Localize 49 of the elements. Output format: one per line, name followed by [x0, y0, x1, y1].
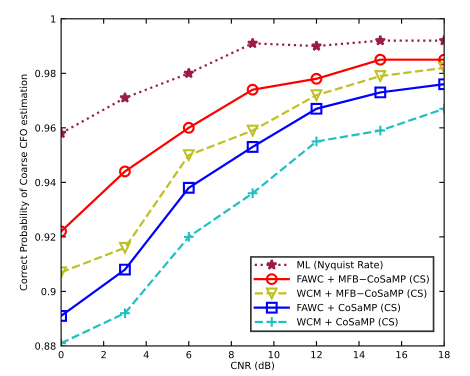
point: [182, 122, 195, 134]
point: [374, 70, 386, 82]
x-tick-label: 0: [58, 350, 64, 358]
point: [310, 102, 322, 115]
point: [310, 136, 322, 148]
x-axis-title: CNR (dB): [231, 362, 274, 370]
x-tick-label: 10: [268, 350, 280, 358]
x-tick-label: 2: [101, 350, 106, 358]
point: [310, 40, 322, 52]
point: [374, 86, 386, 98]
point: [119, 307, 131, 320]
point: [374, 54, 386, 66]
point: [119, 166, 131, 178]
x-tick-label: 12: [311, 350, 322, 358]
x-tick-label: 8: [228, 350, 234, 358]
y-axis-title: Correct Probability of Coarse CFO estimation: [20, 74, 30, 290]
point: [182, 182, 195, 194]
point: [246, 187, 259, 200]
x-tick-label: 14: [354, 351, 365, 358]
point: [374, 34, 386, 46]
legend-label: WCM + MFB−CoSaMP (CS): [296, 289, 426, 298]
point: [246, 124, 259, 136]
point: [310, 89, 322, 102]
point: [310, 72, 322, 85]
y-tick-label: 0.98: [35, 70, 56, 78]
point: [183, 67, 194, 78]
point: [374, 124, 386, 136]
point: [246, 141, 259, 153]
point: [119, 264, 131, 276]
point: [182, 230, 195, 243]
y-tick-label: 1: [51, 15, 56, 22]
legend-label: WCM + CoSaMP (CS): [296, 318, 398, 327]
y-tick-label: 0.88: [35, 342, 56, 350]
x-tick-label: 6: [186, 350, 192, 358]
point: [246, 37, 258, 48]
x-tick-label: 18: [439, 350, 450, 358]
legend-label: FAWC + CoSaMP (CS): [298, 304, 400, 312]
point: [246, 84, 259, 96]
legend-label: FAWC + MFB−CoSaMP (CS): [298, 275, 429, 284]
legend-label: ML (Nyquist Rate): [298, 260, 383, 270]
point: [119, 92, 131, 103]
x-tick-label: 4: [144, 351, 149, 358]
y-tick-label: 0.92: [35, 233, 56, 241]
point: [182, 149, 195, 162]
y-tick-label: 0.94: [35, 178, 56, 186]
point: [119, 242, 131, 254]
y-tick-label: 0.9: [41, 288, 56, 296]
x-tick-label: 16: [396, 350, 408, 358]
y-tick-label: 0.96: [35, 124, 56, 132]
